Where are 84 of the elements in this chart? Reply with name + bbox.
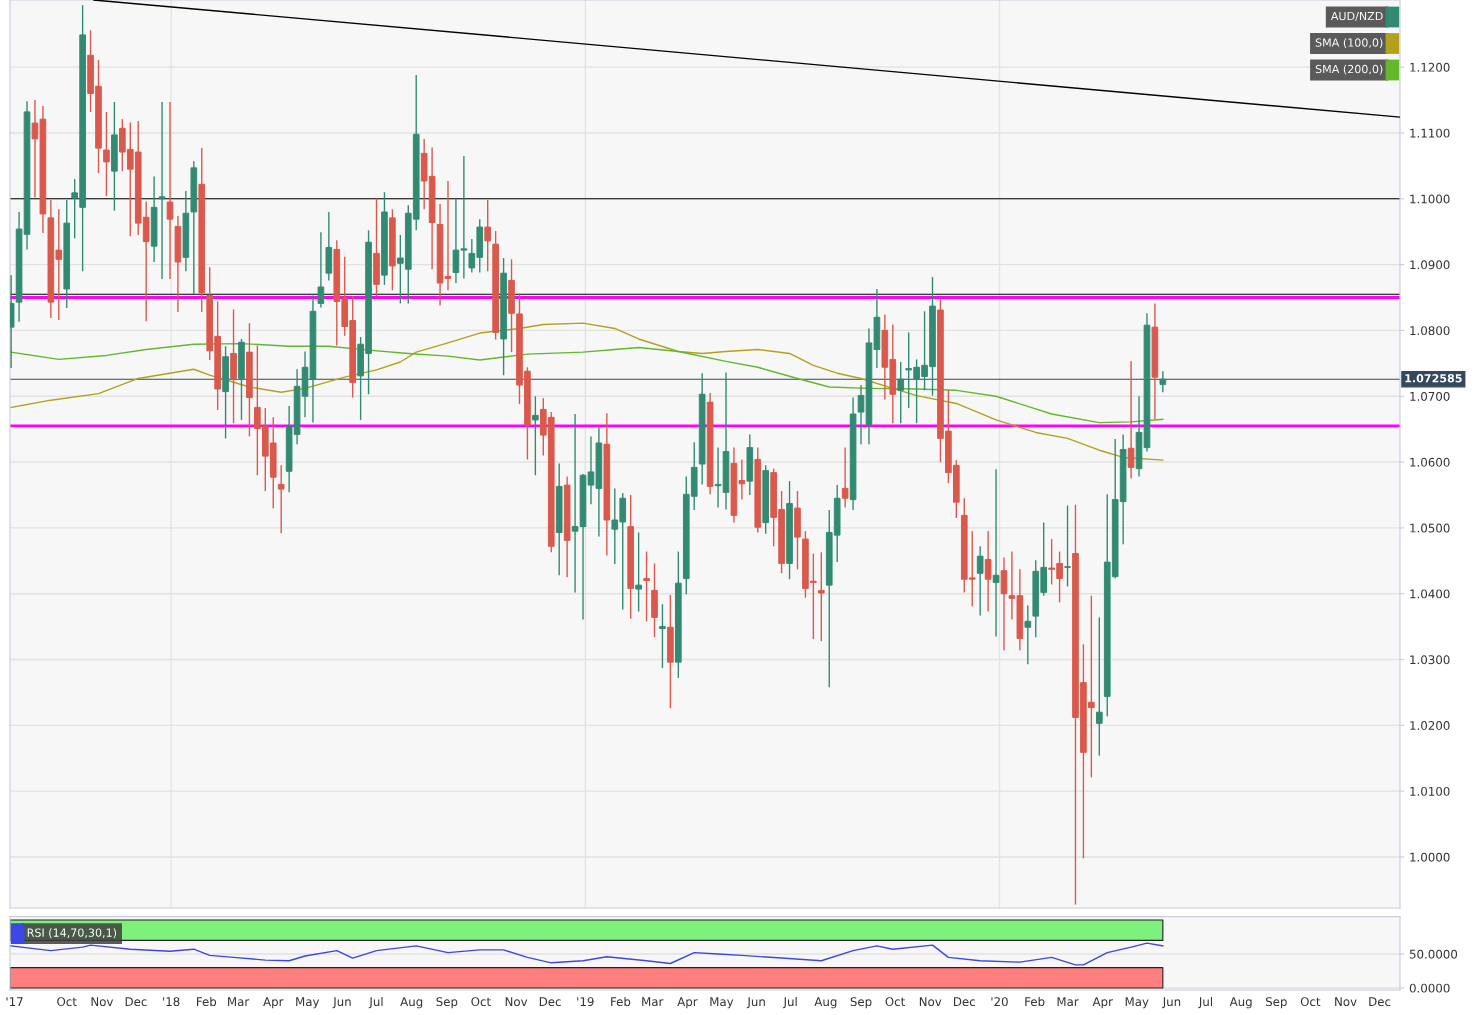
candlestick (317, 231, 325, 309)
legend-label: RSI (14,70,30,1) (27, 928, 117, 939)
x-tick-label: Oct (885, 997, 905, 1007)
x-tick-label: Nov (91, 997, 114, 1007)
x-tick-label: Sep (436, 997, 458, 1009)
x-tick-label: Nov (919, 997, 942, 1007)
x-tick-label: '20 (991, 997, 1008, 1007)
candlestick (992, 468, 1000, 638)
candlestick (984, 530, 992, 613)
candlestick (1127, 360, 1135, 480)
x-tick-label: Jun (746, 997, 765, 1009)
candlestick (976, 545, 984, 617)
x-tick-label: Sep (850, 997, 872, 1009)
x-tick-label: Dec (125, 997, 147, 1007)
x-tick-label: Aug (400, 997, 423, 1009)
x-tick-label: May (1125, 997, 1149, 1009)
candlestick (635, 531, 642, 613)
x-tick-label: Apr (263, 997, 284, 1009)
y-tick-label: 1.1100 (1410, 128, 1450, 138)
candlestick (1064, 504, 1071, 588)
y-tick-label: 1.1200 (1410, 62, 1450, 72)
y-tick-label: 1.0100 (1410, 786, 1450, 796)
y-tick-label: 1.0500 (1410, 523, 1450, 533)
legend-label: SMA (200,0) (1315, 64, 1383, 75)
candlestick (1000, 556, 1008, 652)
x-tick-label: Mar (642, 997, 664, 1007)
x-tick-label: Jul (368, 996, 383, 1009)
y-tick-label: 1.0200 (1410, 721, 1450, 730)
y-tick-label: 0.0000 (1409, 983, 1450, 993)
y-tick-label: 50.0000 (1409, 949, 1458, 959)
candlestick (1095, 616, 1103, 757)
candlestick (1159, 370, 1167, 393)
x-tick-label: Jun (1162, 997, 1181, 1009)
x-tick-label: Feb (611, 996, 631, 1007)
x-tick-label: Dec (1369, 997, 1391, 1007)
line-series (10, 342, 1164, 424)
y-tick-label: 1.0000 (1410, 852, 1450, 862)
candlestick (103, 111, 110, 197)
x-tick-label: Sep (1265, 997, 1287, 1009)
ref-line-label: 1.072585 (1405, 374, 1462, 383)
x-tick-label: May (710, 997, 734, 1009)
x-tick-label: May (296, 997, 320, 1009)
y-tick-label: 1.1000 (1410, 194, 1450, 204)
x-tick-label: Nov (1335, 997, 1357, 1007)
x-tick-label: Oct (57, 997, 77, 1007)
x-tick-label: Apr (677, 997, 698, 1009)
x-tick-label: Aug (1229, 997, 1252, 1009)
x-tick-label: Mar (1057, 997, 1079, 1007)
candlestick (484, 199, 492, 272)
x-tick-label: Feb (197, 996, 217, 1007)
x-tick-label: Jul (1198, 996, 1212, 1009)
x-tick-label: Dec (954, 997, 975, 1007)
x-tick-label: Dec (539, 997, 561, 1007)
candlestick (841, 446, 849, 509)
x-tick-label: Oct (1300, 997, 1321, 1007)
legend-label: AUD/NZD (1330, 11, 1383, 22)
y-tick-label: 1.0800 (1410, 326, 1450, 336)
y-tick-label: 1.0700 (1410, 391, 1450, 401)
x-tick-label: Mar (228, 997, 250, 1007)
x-tick-label: Jul (782, 996, 797, 1009)
y-tick-label: 1.0300 (1410, 655, 1450, 665)
candlestick (277, 464, 285, 534)
candlestick (158, 101, 166, 280)
x-tick-label: '17 (6, 997, 23, 1006)
y-tick-label: 1.0600 (1410, 457, 1450, 467)
candlestick (1024, 604, 1032, 665)
x-tick-label: Aug (814, 997, 837, 1009)
x-tick-label: '18 (163, 997, 180, 1007)
candlestick (897, 361, 905, 424)
x-tick-label: Apr (1092, 997, 1113, 1009)
x-tick-label: '19 (577, 997, 594, 1007)
candlestick (643, 550, 650, 623)
candlestick (166, 101, 174, 280)
candlestick (659, 603, 666, 669)
x-tick-label: Feb (1025, 996, 1045, 1007)
y-tick-label: 1.0900 (1410, 260, 1450, 270)
x-tick-label: Nov (505, 997, 528, 1007)
legend-label: SMA (100,0) (1315, 38, 1383, 49)
candlestick (532, 395, 539, 476)
line-series (10, 322, 1164, 461)
candlestick (817, 551, 825, 642)
y-tick-label: 1.0400 (1410, 589, 1450, 599)
x-tick-label: Oct (471, 997, 491, 1007)
x-tick-label: Jun (332, 997, 351, 1009)
